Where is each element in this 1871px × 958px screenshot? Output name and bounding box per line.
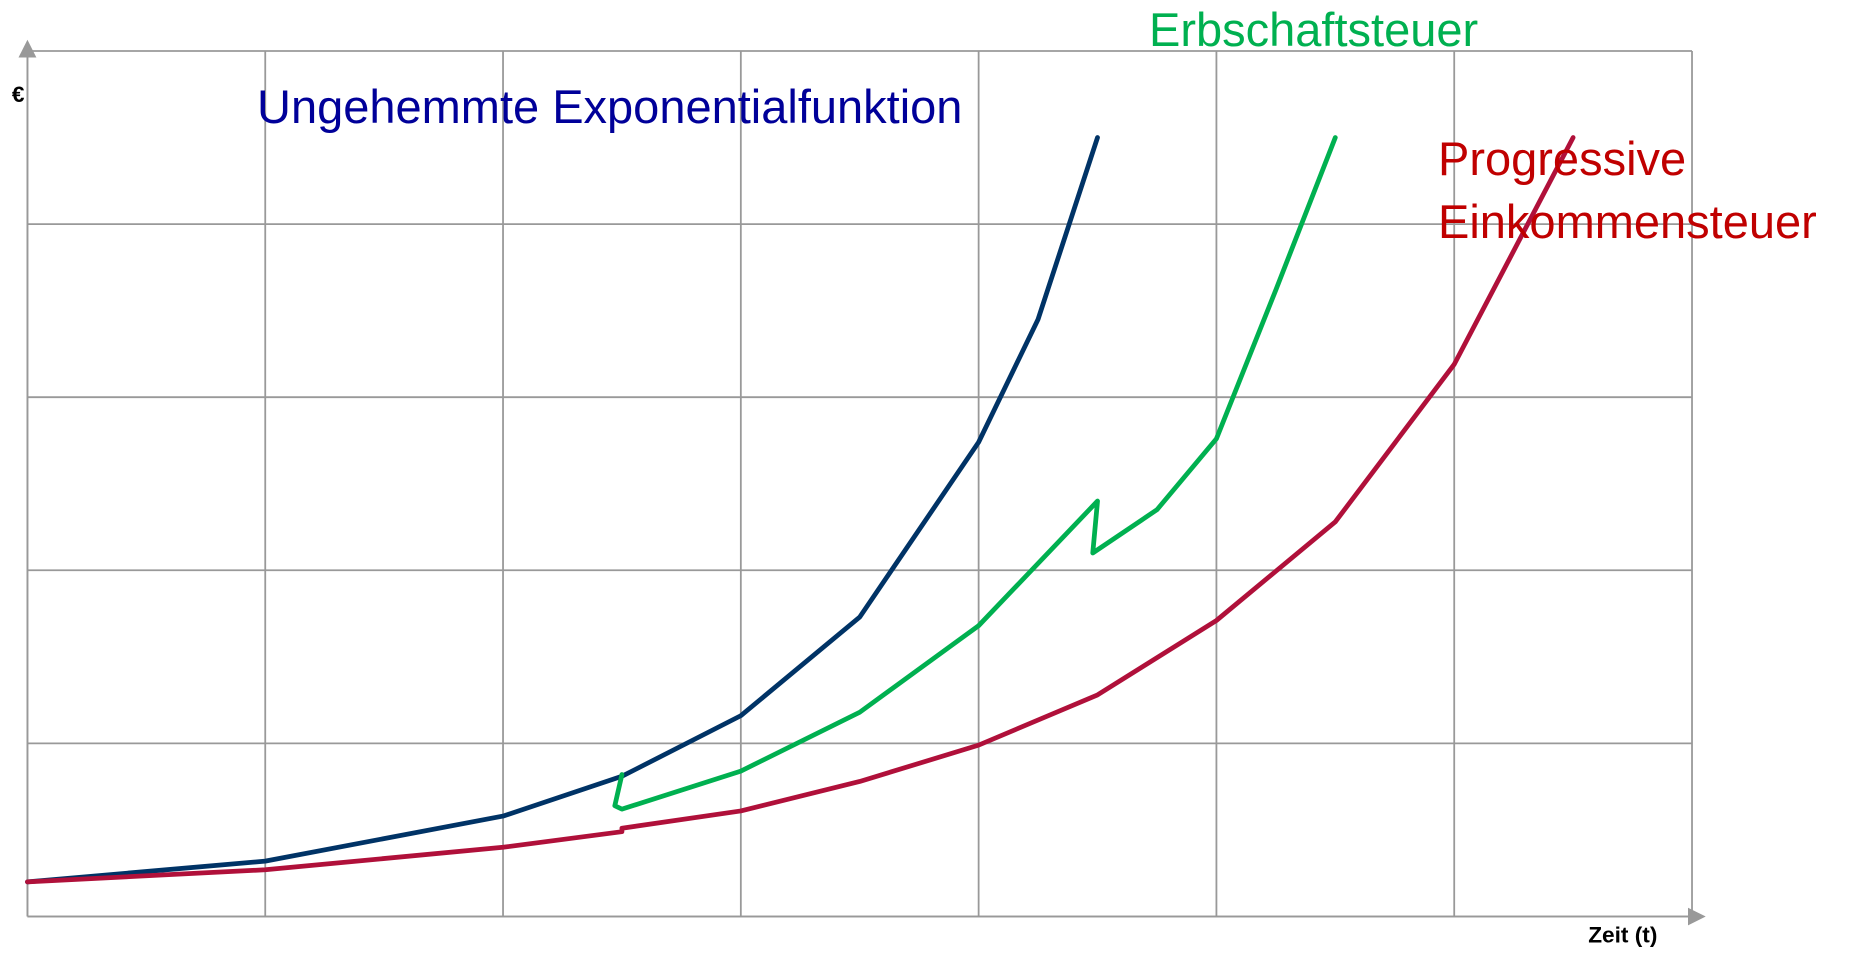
series-label: Progressive Einkommensteuer — [1438, 132, 1817, 248]
y-axis-label: € — [12, 82, 25, 107]
series-line — [612, 135, 1338, 812]
series-line — [25, 135, 1100, 885]
series-line — [25, 135, 1576, 885]
series-label: Erbschaftsteuer — [1149, 3, 1479, 56]
series-label: Ungehemmte Exponentialfunktion — [257, 80, 963, 133]
x-axis-label: Zeit (t) — [1588, 923, 1657, 948]
